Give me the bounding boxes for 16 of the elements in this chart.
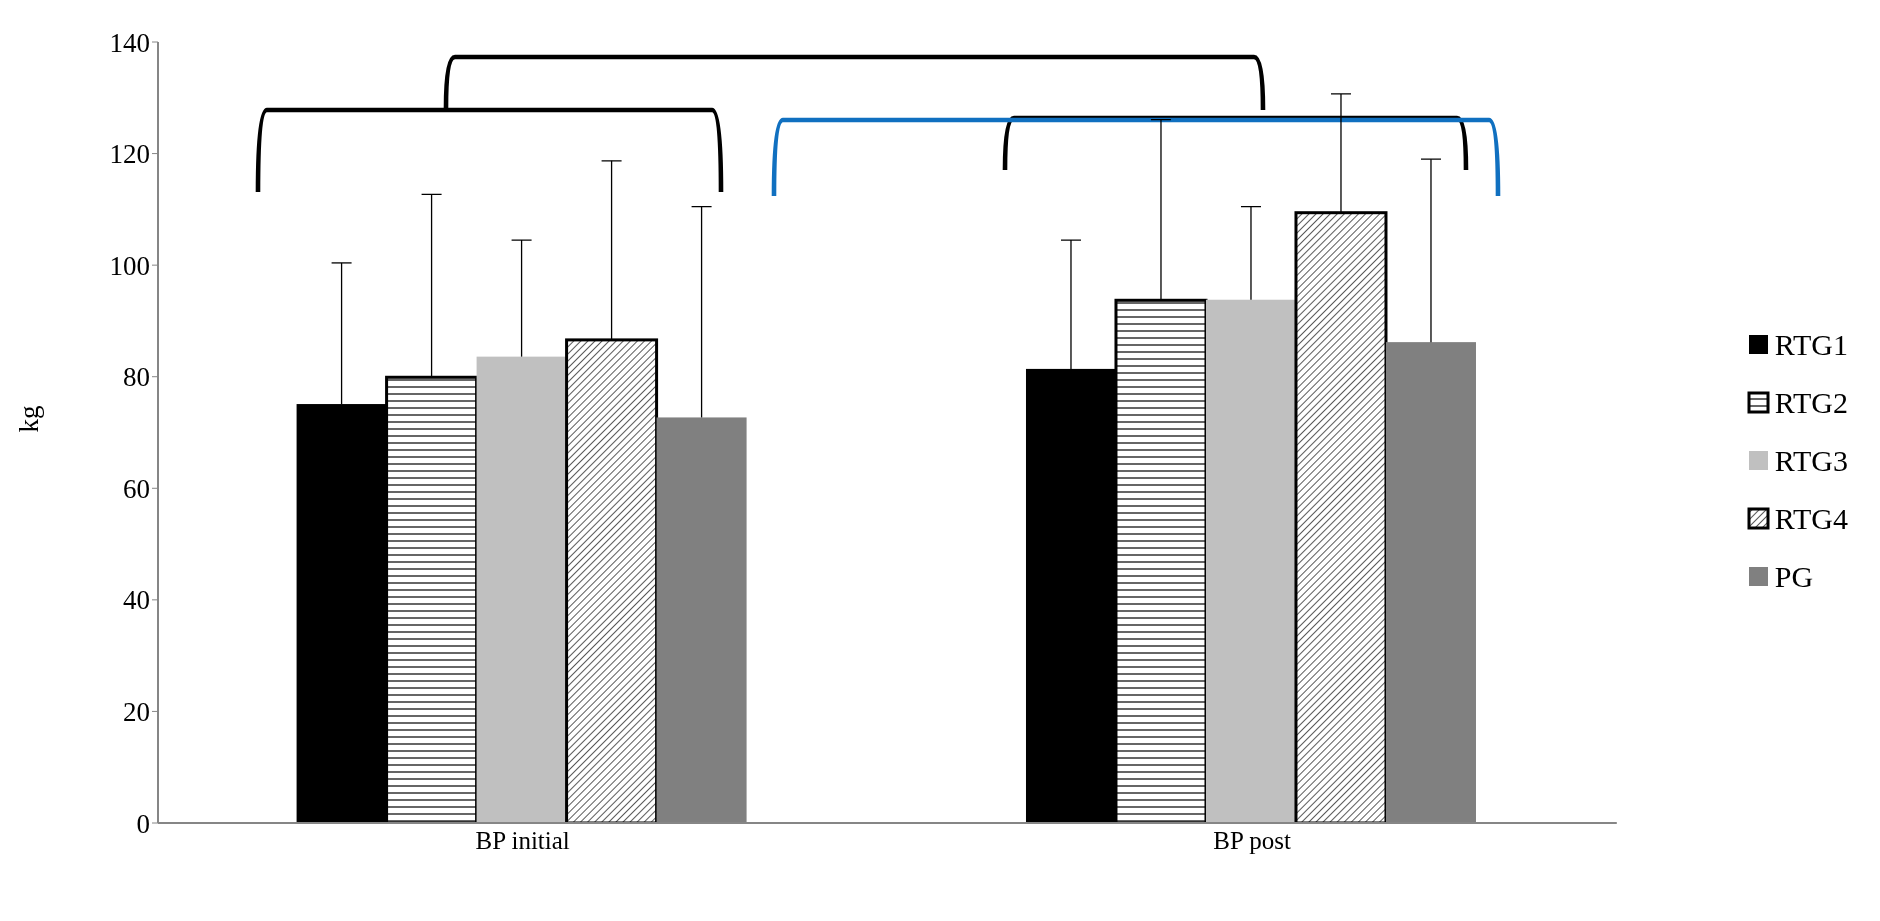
y-axis-title: kg — [13, 405, 44, 433]
y-tick-label: 140 — [109, 27, 150, 58]
legend-label: RTG4 — [1774, 501, 1848, 536]
y-tick-label: 120 — [109, 139, 150, 170]
y-tick-label: 0 — [136, 808, 150, 839]
y-tick-label: 80 — [123, 362, 150, 393]
legend-label: RTG3 — [1774, 443, 1848, 478]
legend-label: RTG1 — [1774, 327, 1848, 362]
y-tick-label: 20 — [123, 697, 150, 728]
y-tick-label: 40 — [123, 585, 150, 616]
x-tick-label: BP post — [1213, 826, 1291, 854]
x-tick-label: BP initial — [475, 826, 570, 854]
legend-label: PG — [1774, 559, 1814, 594]
legend-label: RTG2 — [1774, 385, 1848, 420]
y-tick-label: 100 — [109, 250, 150, 281]
y-tick-label: 60 — [123, 473, 150, 504]
